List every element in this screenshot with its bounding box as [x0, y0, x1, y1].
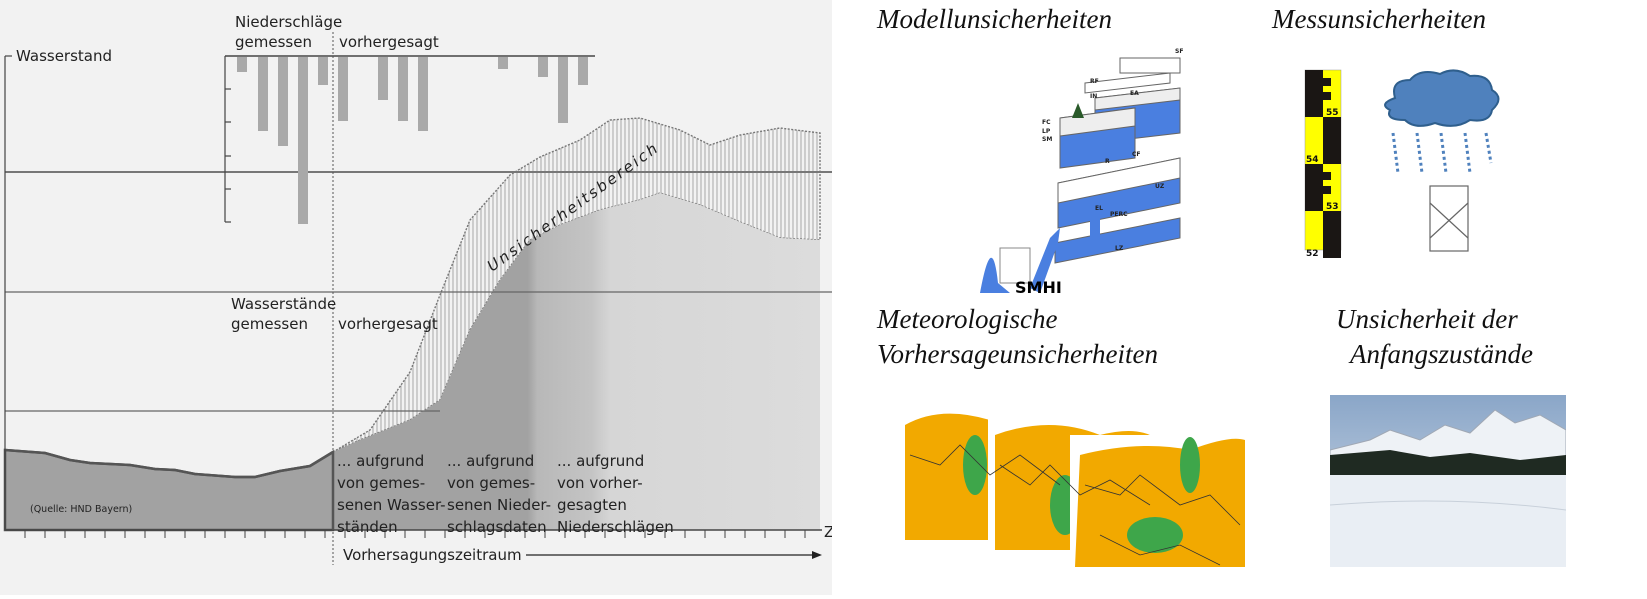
model-label: IN — [1090, 93, 1097, 100]
model-label: PERC — [1110, 211, 1128, 218]
forecast-basis-label: schlagsdaten — [447, 518, 547, 536]
model-label: UZ — [1155, 183, 1165, 190]
initial-state-title-1: Unsicherheit der — [1336, 304, 1518, 334]
precip-forecast-label: vorhergesagt — [339, 33, 439, 51]
model-label: SF — [1175, 48, 1183, 55]
water-level-forecast-diagram: Wasserstand Zeit Niederschläge gemessen … — [0, 0, 854, 595]
forecast-basis-label: gesagten — [557, 496, 627, 514]
model-label: EA — [1130, 90, 1139, 97]
forecast-basis-label: senen Nieder- — [447, 496, 551, 514]
snow-landscape-photo — [1330, 395, 1566, 567]
model-label: FC — [1042, 119, 1051, 126]
precip-bar — [298, 57, 308, 224]
rain-gauge-icon — [1429, 185, 1469, 252]
smhi-logo: SMHI — [1015, 278, 1062, 297]
meteo-uncertainty-title-2: Vorhersageunsicherheiten — [877, 339, 1158, 369]
forecast-period-label: Vorhersagungszeitraum — [343, 546, 522, 564]
y-axis-label: Wasserstand — [16, 47, 112, 65]
level-measured-label: Wasserstände — [231, 295, 336, 313]
model-label: CF — [1132, 151, 1141, 158]
level-forecast-label: vorhergesagt — [338, 315, 438, 333]
forecast-basis-label: ... aufgrund — [557, 452, 644, 470]
model-label: R — [1105, 158, 1110, 165]
precip-bar — [278, 57, 288, 146]
forecast-basis-label: ... aufgrund — [337, 452, 424, 470]
precip-title: Niederschläge — [235, 13, 342, 31]
model-label: SM — [1042, 136, 1052, 143]
model-label: EL — [1095, 205, 1103, 212]
forecast-basis-label: von gemes- — [337, 474, 425, 492]
forecast-basis-label: ... aufgrund — [447, 452, 534, 470]
forecast-basis-label: ständen — [337, 518, 398, 536]
model-label: LZ — [1115, 245, 1124, 252]
precipitation-forecast-maps — [900, 395, 1245, 567]
source-label: (Quelle: HND Bayern) — [30, 504, 132, 515]
precip-bar — [578, 57, 588, 85]
initial-state-title-2: Anfangszustände — [1350, 339, 1534, 369]
forecast-basis-label: senen Wasser- — [337, 496, 446, 514]
forecast-basis-label: von gemes- — [447, 474, 535, 492]
water-gauge-icon: 55 54 53 52 — [1305, 70, 1341, 258]
measured-area — [3, 448, 335, 532]
precip-bar — [538, 57, 548, 77]
precip-bar — [498, 57, 508, 69]
precipitation-bars — [237, 57, 588, 224]
x-axis-ticks — [24, 530, 806, 538]
model-uncertainty-title: Modellunsicherheiten — [877, 4, 1112, 34]
precip-bar — [378, 57, 388, 100]
precip-bar — [558, 57, 568, 123]
precip-bar — [318, 57, 328, 85]
model-label: LP — [1042, 128, 1051, 135]
x-axis-label: Zeit — [824, 523, 832, 541]
precip-bar — [258, 57, 268, 131]
precip-bar — [398, 57, 408, 121]
measurement-icons: 55 54 53 52 — [1304, 69, 1500, 258]
forecast-area — [333, 193, 820, 530]
precip-measured-label: gemessen — [235, 33, 312, 51]
measurement-uncertainty-title: Messunsicherheiten — [1272, 4, 1486, 34]
model-label: RF — [1090, 78, 1099, 85]
level-measured-label-2: gemessen — [231, 315, 308, 333]
gauge-label: 52 — [1306, 249, 1319, 258]
gauge-label: 55 — [1326, 108, 1339, 118]
forecast-basis-label: von vorher- — [557, 474, 643, 492]
gauge-label: 53 — [1326, 202, 1339, 212]
gauge-label: 54 — [1306, 155, 1319, 165]
precip-bar — [338, 57, 348, 121]
rain-cloud-icon — [1384, 69, 1500, 127]
precip-bar — [418, 57, 428, 131]
precip-bar — [237, 57, 247, 72]
uncertainty-band — [332, 117, 821, 453]
forecast-basis-label: Niederschlägen — [557, 518, 674, 536]
diagram-svg: Wasserstand Zeit Niederschläge gemessen … — [3, 13, 854, 565]
meteo-uncertainty-title-1: Meteorologische — [877, 304, 1058, 334]
